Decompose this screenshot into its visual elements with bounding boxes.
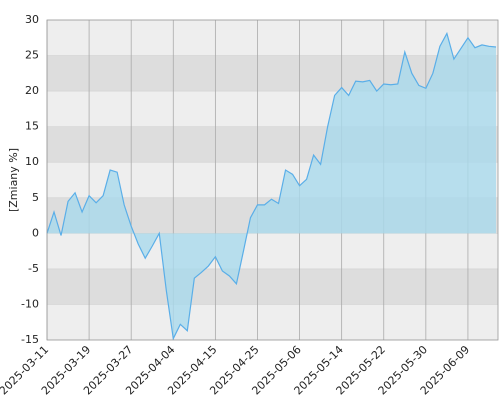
y-tick-label: 15 bbox=[25, 120, 39, 133]
band bbox=[47, 20, 498, 56]
y-tick-label: 10 bbox=[25, 155, 39, 168]
y-axis-label: [Zmiany %] bbox=[7, 148, 20, 212]
y-tick-label: 5 bbox=[32, 191, 39, 204]
band bbox=[47, 233, 498, 269]
y-tick-label: 30 bbox=[25, 13, 39, 26]
y-tick-label: -5 bbox=[28, 262, 39, 275]
y-tick-label: 0 bbox=[32, 226, 39, 239]
band bbox=[47, 55, 498, 92]
band bbox=[47, 304, 498, 340]
y-tick-label: 25 bbox=[25, 49, 39, 62]
y-tick-label: -10 bbox=[21, 297, 39, 310]
y-tick-label: -15 bbox=[21, 333, 39, 346]
area bbox=[47, 33, 496, 339]
plot-frame bbox=[46, 19, 499, 341]
band bbox=[47, 268, 498, 305]
line bbox=[46, 31, 497, 341]
y-tick-label: 20 bbox=[25, 84, 39, 97]
